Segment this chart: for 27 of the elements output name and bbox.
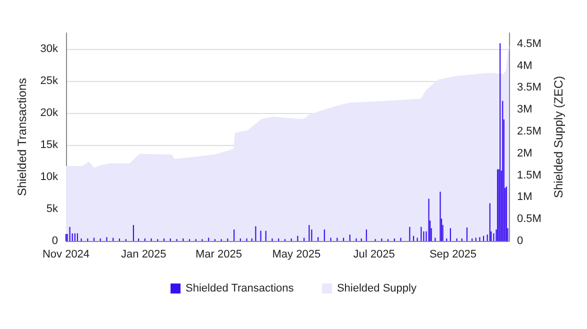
x-tick-label: Sep 2025 [429,248,477,260]
y2-tick-label: 1.5M [517,169,542,182]
y-axis-title: Shielded Transactions [15,78,29,196]
y2-axis-title: Shielded Supply (ZEC) [551,76,566,198]
y-tick-label: 25k [40,75,58,87]
legend-label: Shielded Transactions [186,282,294,294]
y2-tick-label: 3M [517,104,532,116]
y2-tick-label: 4M [517,60,532,72]
y2-tick-label: 3.5M [517,82,542,94]
y2-tick-label: 0.5M [517,213,542,226]
y-tick-label: 20k [40,107,58,119]
y-tick-label: 15k [40,139,58,151]
y-tick-label: 0 [52,235,58,247]
x-tick-label: Mar 2025 [196,248,242,260]
y2-tick-label: 2.5M [517,126,542,138]
y-tick-label: 5k [46,203,58,215]
x-tick-label: Jul 2025 [353,248,395,260]
y2-tick-label: 1M [517,191,532,204]
x-tick-label: May 2025 [272,248,321,260]
x-tick-label: Nov 2024 [42,248,90,260]
y-tick-label: 10k [40,171,58,183]
legend-label: Shielded Supply [336,282,417,294]
y2-tick-label: 2M [517,147,532,160]
y2-tick-label: 4.5M [517,38,542,50]
y2-tick-label: 0 [517,235,524,247]
x-tick-label: Jan 2025 [121,248,166,260]
y-tick-label: 30k [40,43,58,55]
